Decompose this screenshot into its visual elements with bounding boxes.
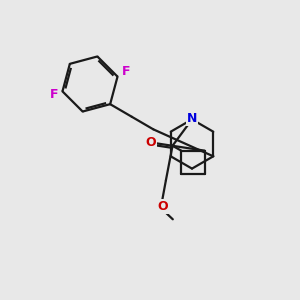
Text: F: F <box>122 65 130 78</box>
Text: O: O <box>158 200 168 213</box>
Text: N: N <box>187 112 197 125</box>
Text: O: O <box>145 136 156 149</box>
Text: F: F <box>50 88 58 101</box>
